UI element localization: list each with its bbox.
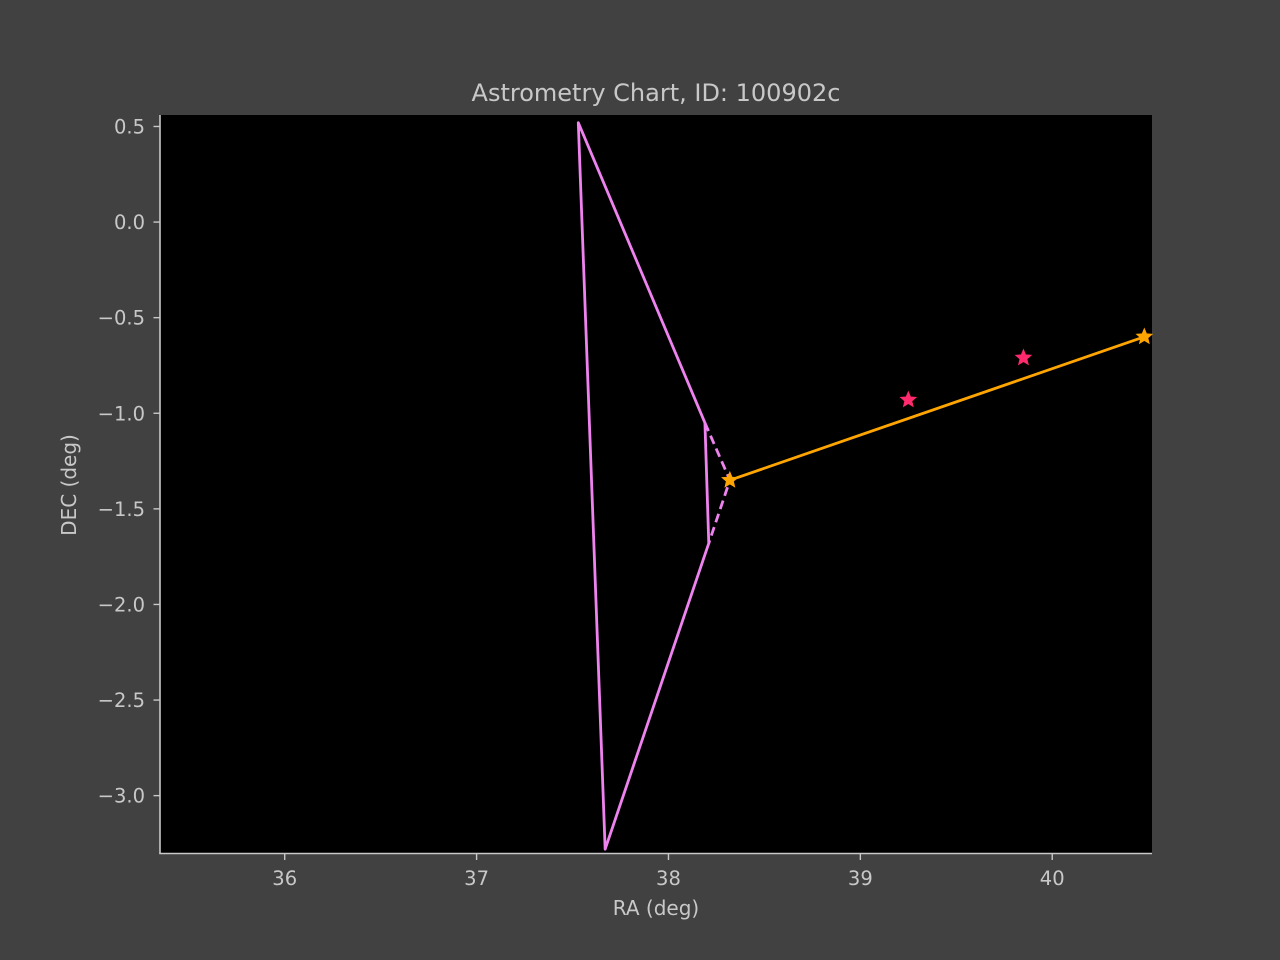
- y-tick-label: 0.5: [114, 115, 145, 138]
- x-tick-label: 36: [272, 867, 297, 890]
- x-tick-label: 38: [656, 867, 681, 890]
- y-tick-label: −2.5: [98, 689, 145, 712]
- y-tick-label: −0.5: [98, 307, 145, 330]
- y-tick-label: 0.0: [114, 211, 145, 234]
- x-axis-label: RA (deg): [613, 896, 699, 920]
- x-tick-label: 39: [848, 867, 873, 890]
- x-tick-label: 37: [464, 867, 489, 890]
- star-marker: [899, 390, 918, 408]
- y-tick-label: −2.0: [98, 593, 145, 616]
- axes-layer: [159, 115, 1152, 855]
- y-tick-label: −1.0: [98, 402, 145, 425]
- series-line: [576, 121, 711, 851]
- star-marker: [721, 470, 739, 488]
- x-tick-label: 40: [1040, 867, 1065, 890]
- y-tick-label: −1.5: [98, 498, 145, 521]
- series-line: [729, 335, 1145, 482]
- y-ticks: 0.5 0.0 −0.5 −1.0 −1.5 −2.0 −2.5 −3.0: [98, 115, 160, 808]
- x-ticks: 36 37 38 39 40: [272, 853, 1065, 890]
- chart-title: Astrometry Chart, ID: 100902c: [472, 79, 841, 107]
- series-layer: [576, 121, 1154, 851]
- star-marker: [1014, 348, 1033, 366]
- y-tick-label: −3.0: [98, 785, 145, 808]
- star-marker: [1135, 327, 1154, 345]
- plot-area: [160, 115, 1152, 853]
- y-axis-label: DEC (deg): [57, 434, 81, 536]
